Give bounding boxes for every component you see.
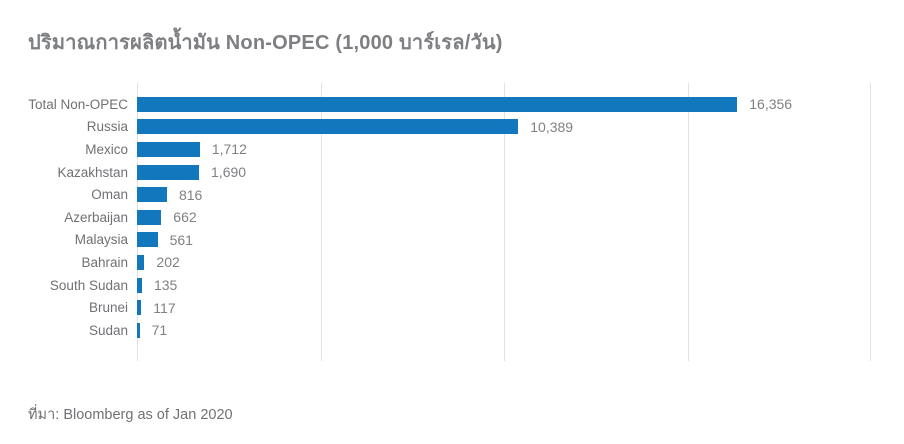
gridline [504, 83, 505, 361]
chart-row: Russia 10,389 [0, 116, 904, 139]
bar-track: 117 [137, 300, 871, 316]
category-label: Brunei [88, 300, 128, 316]
bar-track: 561 [137, 232, 871, 248]
bar [137, 254, 145, 270]
chart-row: Brunei 117 [0, 296, 904, 319]
bar-track: 1,712 [137, 141, 871, 157]
value-label: 117 [153, 299, 176, 316]
bar-track: 16,356 [137, 96, 871, 112]
bar [137, 187, 167, 203]
value-label: 662 [173, 209, 197, 226]
chart-rows: Total Non-OPEC 16,356 Russia 10,389 Mexico 1,… [0, 93, 904, 342]
category-label: Total Non-OPEC [28, 96, 128, 112]
gridline [687, 83, 689, 361]
bar-track: 71 [137, 322, 871, 338]
value-label: 1,690 [211, 164, 247, 181]
gridline [320, 83, 322, 361]
bar-track: 135 [137, 277, 871, 293]
bar [137, 119, 519, 135]
bar-track: 816 [137, 187, 871, 203]
category-label: Malaysia [74, 232, 128, 248]
bar [137, 164, 200, 180]
source-note: ที่มา: Bloomberg as of Jan 2020 [28, 407, 233, 423]
chart-row: South Sudan 135 [0, 274, 904, 297]
category-label: Sudan [88, 322, 128, 338]
category-label: Azerbaijan [64, 209, 128, 225]
bar [137, 96, 738, 112]
bar-track: 202 [137, 254, 871, 270]
chart-row: Kazakhstan 1,690 [0, 161, 904, 184]
value-label: 10,389 [530, 118, 574, 135]
category-label: Mexico [85, 141, 128, 157]
value-label: 71 [151, 322, 168, 339]
chart-row: Sudan 71 [0, 319, 904, 342]
category-label: Kazakhstan [57, 164, 128, 180]
category-label: Oman [91, 187, 128, 203]
bar [137, 277, 142, 293]
chart-row: Oman 816 [0, 183, 904, 206]
bar-track: 662 [137, 209, 871, 225]
bar [137, 300, 142, 316]
chart-row: Mexico 1,712 [0, 138, 904, 161]
bar [137, 322, 140, 338]
value-label: 816 [178, 186, 203, 203]
chart-title: ปริมาณการผลิตน้ำมัน Non-OPEC (1,000 บาร์… [28, 32, 503, 54]
category-label: Bahrain [81, 254, 128, 270]
value-label: 561 [169, 231, 193, 248]
chart-row: Bahrain 202 [0, 251, 904, 274]
value-label: 16,356 [749, 96, 793, 113]
bar-track: 10,389 [137, 119, 871, 135]
bar-track: 1,690 [137, 164, 871, 180]
chart-row: Malaysia 561 [0, 229, 904, 252]
bar [137, 209, 162, 225]
bar [137, 232, 158, 248]
gridline [870, 83, 871, 361]
bar-chart: Total Non-OPEC 16,356 Russia 10,389 Mexico 1,… [0, 83, 904, 361]
bar [137, 141, 200, 157]
value-label: 202 [156, 254, 180, 271]
value-label: 1,712 [211, 141, 247, 158]
chart-row: Azerbaijan 662 [0, 206, 904, 229]
chart-row: Total Non-OPEC 16,356 [0, 93, 904, 116]
category-label: South Sudan [49, 277, 128, 293]
category-label: Russia [86, 119, 128, 135]
value-label: 135 [153, 277, 178, 294]
